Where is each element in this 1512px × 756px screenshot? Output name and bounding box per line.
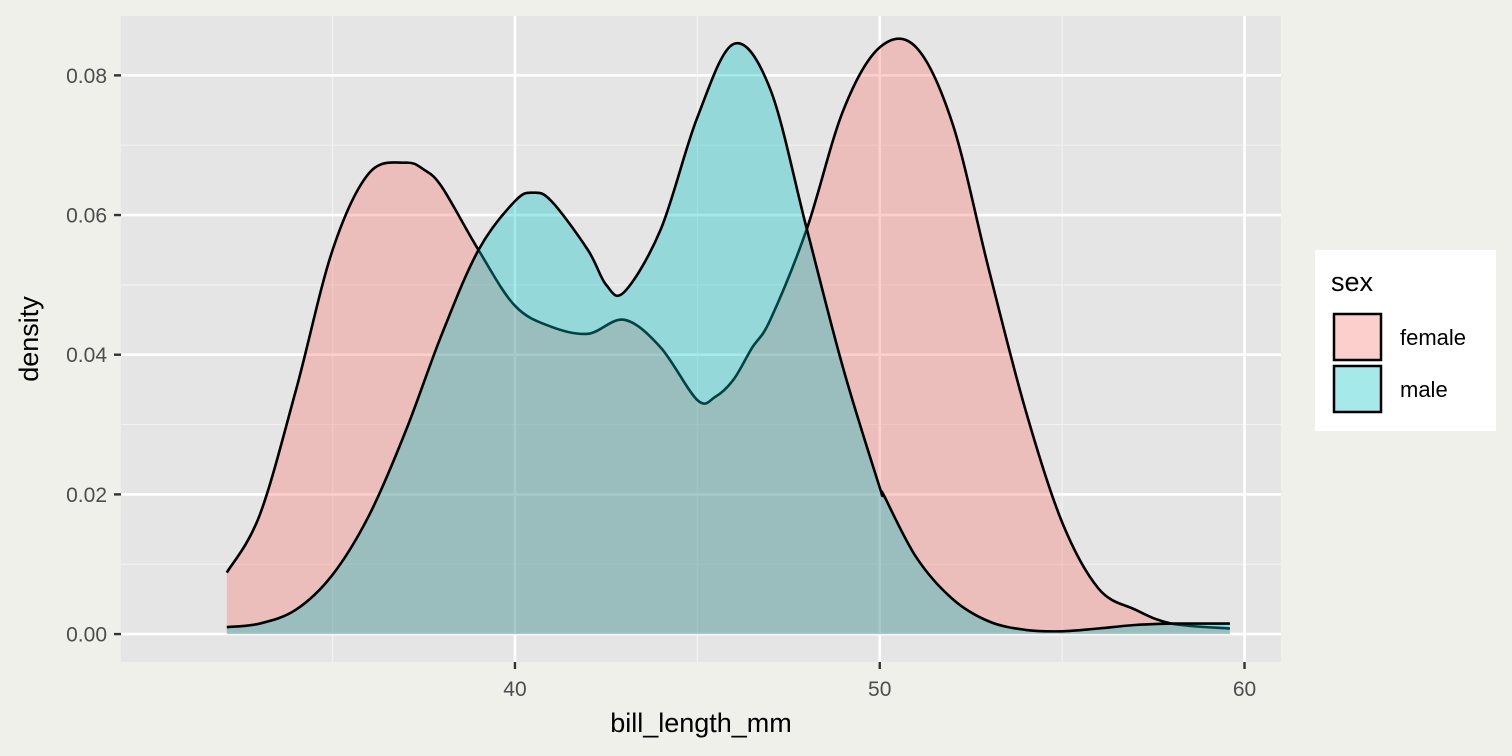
grid-major	[121, 16, 1281, 662]
legend-background	[1315, 250, 1496, 431]
grid-minor	[121, 16, 1281, 662]
x-tick-label: 40	[503, 678, 526, 701]
density-area-male	[226, 43, 1230, 635]
plot-panel	[121, 16, 1281, 662]
legend-key-female	[1332, 312, 1383, 362]
legend: sex female male	[1315, 250, 1496, 431]
x-axis-title: bill_length_mm	[610, 708, 792, 738]
legend-key-male	[1332, 364, 1383, 414]
x-tick-label: 60	[1233, 678, 1256, 701]
x-tick-label: 50	[868, 678, 891, 701]
series-layer	[225, 37, 1231, 635]
y-tick-label: 0.06	[66, 205, 107, 228]
y-tick-label: 0.04	[66, 344, 107, 367]
y-axis-title: density	[14, 296, 44, 382]
axis-ticks	[114, 74, 1246, 669]
legend-label-male: male	[1400, 377, 1448, 402]
density-line-female	[225, 37, 1231, 630]
y-tick-label: 0.08	[66, 65, 107, 88]
legend-label-female: female	[1400, 325, 1466, 350]
legend-title: sex	[1331, 267, 1374, 297]
density-line-male	[226, 41, 1230, 633]
y-tick-label: 0.02	[66, 484, 107, 507]
density-area-female	[226, 38, 1230, 635]
y-tick-label: 0.00	[66, 624, 107, 647]
tick-labels: 40 50 60 0.00 0.02 0.04 0.06 0.08	[66, 65, 1256, 701]
